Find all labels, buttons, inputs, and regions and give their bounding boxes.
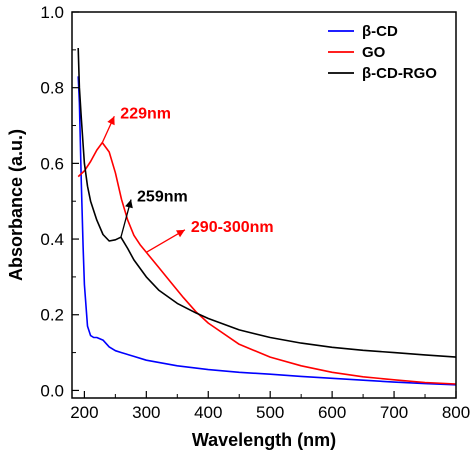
x-tick-label: 200 [70,403,98,422]
series-line-0 [77,76,457,386]
legend-label: GO [362,44,386,61]
plot-frame [71,11,457,399]
series-line-2 [77,47,457,358]
legend-label: β-CD-RGO [362,65,437,82]
y-axis-title: Absorbance (a.u.) [6,129,26,281]
x-tick-label: 800 [442,403,470,422]
x-tick-label: 700 [380,403,408,422]
annotation-label: 290-300nm [191,219,274,236]
x-tick-label: 500 [256,403,284,422]
y-tick-label: 0.0 [40,381,64,400]
y-tick-label: 0.4 [40,230,64,249]
ticks-layer: 200 300 400 500 600 700 800 0.0 0.2 0.4 0.6 0.8 1.0 [40,3,470,422]
annotation-label: 229nm [120,105,171,122]
y-tick-label: 0.6 [40,154,64,173]
annotation-arrowhead [107,116,115,126]
x-tick-label: 600 [318,403,346,422]
y-tick-label: 0.2 [40,306,64,325]
x-axis-title: Wavelength (nm) [192,430,336,450]
legend-label: β-CD [362,23,398,40]
annotation-arrowhead [125,199,133,209]
annotation-label: 259nm [137,189,188,206]
annotation-arrowhead [175,229,185,238]
series-line-1 [77,141,457,385]
legend: β-CD GO β-CD-RGO [328,23,437,82]
x-tick-label: 400 [194,403,222,422]
x-tick-label: 300 [132,403,160,422]
series-layer [77,47,457,386]
y-tick-label: 0.8 [40,79,64,98]
y-tick-label: 1.0 [40,3,64,22]
